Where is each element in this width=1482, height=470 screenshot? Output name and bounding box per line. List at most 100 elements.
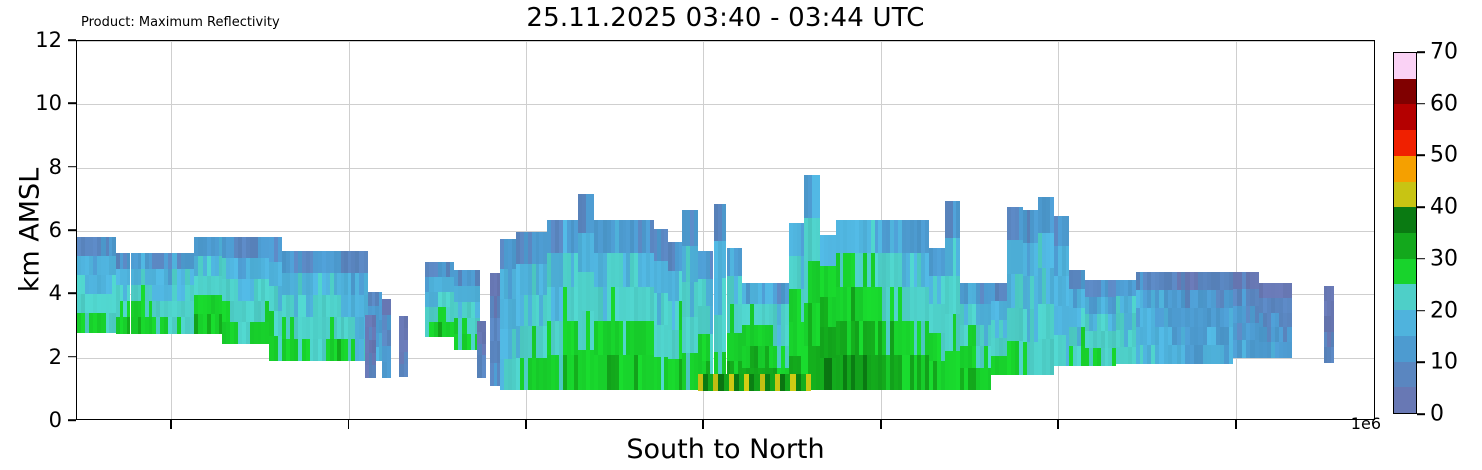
reflectivity-cell [979,367,984,390]
reflectivity-cell [1018,206,1023,241]
reflectivity-column [134,252,153,335]
reflectivity-cell [1065,246,1070,277]
reflectivity-cell [948,275,953,315]
reflectivity-cell [535,357,540,390]
reflectivity-cell [134,285,138,302]
reflectivity-cell [493,340,497,364]
reflectivity-cell [189,285,194,302]
reflectivity-cell [551,321,556,356]
reflectivity-cell [449,262,454,278]
reflectivity-cell [458,286,463,303]
reflectivity-subcolumn [214,236,219,335]
reflectivity-cell [1151,308,1156,328]
reflectivity-cell [1081,289,1085,309]
reflectivity-cell [1181,271,1186,291]
reflectivity-cell [1250,340,1255,358]
reflectivity-cell [1018,240,1023,275]
reflectivity-column [929,248,945,390]
reflectivity-cell [130,317,135,335]
reflectivity-cell [870,355,875,390]
reflectivity-cell [1278,327,1283,343]
reflectivity-column [1100,279,1117,366]
reflectivity-cell [905,253,910,288]
reflectivity-cell [831,235,836,267]
reflectivity-cell [458,333,463,350]
reflectivity-cell [403,316,409,329]
reflectivity-column [1233,271,1260,358]
reflectivity-cell [386,298,392,316]
reflectivity-cell [458,301,463,319]
reflectivity-cell [642,253,646,288]
reflectivity-cell [347,273,352,296]
reflectivity-cell [1172,271,1177,291]
reflectivity-cell [742,304,746,326]
reflectivity-cell [792,289,797,324]
reflectivity-cell [901,287,906,322]
reflectivity-cell [130,285,135,302]
reflectivity-column [438,262,454,338]
reflectivity-cell [214,294,219,315]
reflectivity-column [682,210,698,390]
reflectivity-cell [858,355,863,390]
reflectivity-column [820,235,836,390]
reflectivity-cell [1003,319,1008,339]
reflectivity-cell [305,273,310,296]
reflectivity-column [399,316,409,377]
reflectivity-cell [185,285,190,302]
reflectivity-subcolumn [152,252,157,335]
reflectivity-cell [527,294,532,327]
reflectivity-cell [1049,197,1054,234]
reflectivity-subcolumn [253,236,258,344]
reflectivity-cell [1198,271,1203,291]
reflectivity-subcolumn [971,282,976,390]
reflectivity-subcolumn [458,270,463,350]
reflectivity-cell [796,255,801,290]
reflectivity-subcolumn [1262,282,1267,358]
reflectivity-cell [882,219,887,254]
reflectivity-cell [167,285,173,302]
reflectivity-column [477,320,487,379]
reflectivity-cell [999,356,1004,376]
reflectivity-cell [754,373,760,391]
reflectivity-cell [730,332,735,362]
reflectivity-cell [614,287,619,322]
reflectivity-cell [570,219,575,254]
reflectivity-cell [917,219,922,254]
reflectivity-cell [277,261,283,287]
reflectivity-cell [1266,327,1271,343]
reflectivity-cell [471,301,476,319]
reflectivity-cell [759,373,765,391]
reflectivity-cell [134,268,138,286]
reflectivity-cell [185,268,190,286]
reflectivity-cell [462,301,467,319]
reflectivity-cell [490,295,494,319]
reflectivity-cell [773,346,778,369]
reflectivity-cell [1139,290,1144,310]
reflectivity-cell [800,289,805,324]
reflectivity-cell [590,349,594,390]
reflectivity-cell [909,355,914,390]
reflectivity-subcolumn [1237,271,1242,358]
reflectivity-column [1259,282,1279,358]
reflectivity-cell [703,373,709,391]
reflectivity-cell [101,293,106,314]
reflectivity-cell [442,321,446,338]
reflectivity-cell [987,304,992,326]
reflectivity-cell [531,263,536,296]
reflectivity-cell [1151,345,1156,365]
reflectivity-subcolumn [257,236,262,344]
reflectivity-cell [929,304,934,334]
reflectivity-cell [257,279,262,302]
reflectivity-cell [784,325,789,348]
reflectivity-cell [399,364,404,377]
reflectivity-cell [952,313,957,352]
reflectivity-cell [399,340,404,353]
reflectivity-cell [709,251,714,280]
reflectivity-cell [952,351,957,390]
reflectivity-cell [160,252,164,270]
reflectivity-cell [586,311,591,351]
reflectivity-cell [823,266,828,298]
reflectivity-subcolumn [1049,197,1054,376]
reflectivity-cell [1081,346,1085,366]
reflectivity-cell [940,332,945,362]
